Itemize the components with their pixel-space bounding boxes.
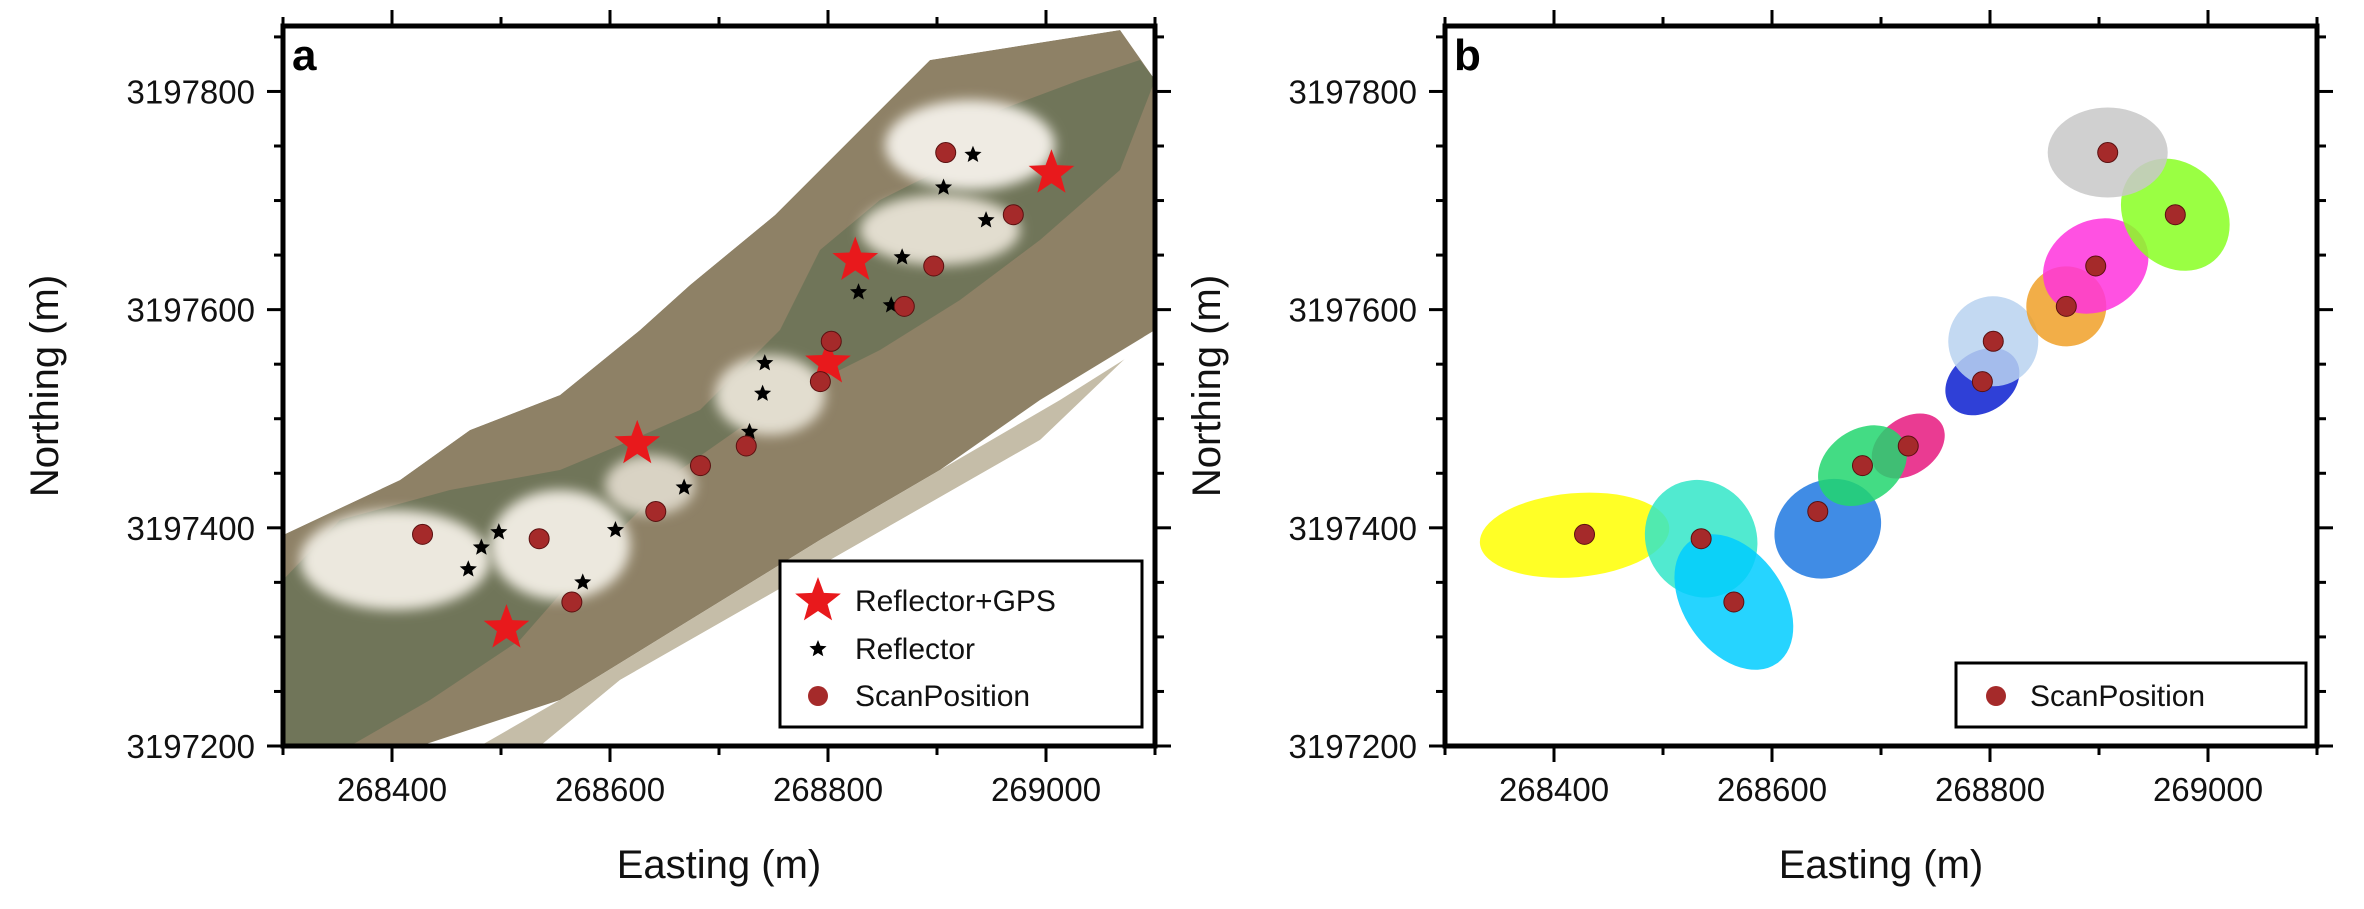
- panel-b-ticks: 268400 268600 268800 269000 3197200 3197400 31…: [1289, 10, 2333, 808]
- scanposition-marker: [561, 591, 583, 613]
- x-tick-label: 268800: [773, 771, 883, 808]
- panel-a-y-axis-title: Northing (m): [23, 275, 67, 497]
- legend-reflector-star: [809, 640, 827, 657]
- legend-box: [778, 559, 1144, 729]
- sand-patch: [885, 100, 1055, 190]
- legend-symbols: [1986, 686, 2006, 706]
- reflector-gps-star: [483, 604, 530, 648]
- reflector-star: [934, 178, 953, 195]
- legend-label-scanposition: ScanPosition: [2030, 680, 2205, 713]
- y-tick-label: 3197200: [127, 728, 255, 765]
- x-tick-label: 268400: [337, 771, 447, 808]
- scanposition-marker: [809, 371, 831, 393]
- sand-patch: [490, 490, 630, 600]
- legend-scanposition-marker: [1986, 686, 2006, 706]
- reflector-star: [675, 478, 693, 495]
- scanposition-marker: [1851, 455, 1873, 477]
- legend-label-reflector-gps: Reflector+GPS: [855, 585, 1056, 618]
- panel-a: 268400 268600 268800 269000 3197200 3197400 31…: [23, 10, 1171, 887]
- panel-a-x-axis-title: Easting (m): [617, 843, 822, 887]
- scanposition-marker: [1807, 500, 1829, 522]
- beach-area: [480, 340, 1155, 746]
- scanposition-marker: [689, 455, 711, 477]
- panel-b-y-axis-title: Northing (m): [1185, 275, 1229, 497]
- scanposition-marker: [1690, 528, 1712, 550]
- panel-b-label: b: [1454, 31, 1481, 80]
- scanposition-marker: [1574, 523, 1596, 545]
- scanposition-marker: [1723, 591, 1745, 613]
- panel-a-marks: [412, 142, 1075, 648]
- reflector-star: [977, 211, 995, 228]
- x-tick-label: 268600: [1717, 771, 1827, 808]
- reflector-star: [606, 521, 625, 538]
- scanposition-marker: [1002, 204, 1024, 226]
- reflector-gps-star: [1028, 149, 1075, 193]
- reflector-star: [740, 422, 759, 440]
- reflector-star: [472, 538, 490, 555]
- legend-scanposition-marker: [808, 686, 828, 706]
- legend-label-reflector: Reflector: [855, 633, 975, 666]
- legend-box: [1954, 661, 2308, 729]
- scanposition-marker: [528, 528, 550, 550]
- scanposition-marker: [645, 500, 667, 522]
- x-tick-label: 269000: [2153, 771, 2263, 808]
- scanposition-marker: [2055, 295, 2077, 317]
- y-tick-label: 3197800: [127, 73, 255, 110]
- reflector-star: [574, 573, 592, 590]
- y-tick-label: 3197600: [127, 292, 255, 329]
- panel-a-legend: Reflector+GPS Reflector ScanPosition: [778, 559, 1144, 729]
- y-tick-label: 3197800: [1289, 73, 1417, 110]
- y-tick-label: 3197400: [1289, 510, 1417, 547]
- y-tick-label: 3197400: [127, 510, 255, 547]
- reflector-star: [490, 523, 508, 540]
- reflector-gps-star: [614, 419, 661, 464]
- reflector-gps-star: [832, 236, 879, 280]
- sand-patch: [605, 455, 695, 515]
- reflector-star: [893, 248, 911, 265]
- reflector-star: [756, 354, 774, 371]
- panel-b: 268400 268600 268800 269000 3197200 3197400 31…: [1185, 10, 2333, 887]
- panel-b-legend: ScanPosition: [1954, 661, 2308, 729]
- scanposition-marker: [1897, 435, 1919, 457]
- legend-reflector-gps-star: [795, 577, 841, 621]
- x-tick-label: 268800: [1935, 771, 2045, 808]
- panel-b-x-axis-title: Easting (m): [1779, 843, 1984, 887]
- legend-symbols: [795, 577, 841, 706]
- reflector-star: [964, 145, 982, 163]
- x-tick-label: 268400: [1499, 771, 1609, 808]
- scanposition-marker: [2085, 255, 2107, 277]
- y-tick-label: 3197200: [1289, 728, 1417, 765]
- no-data-area: [283, 26, 1155, 535]
- scanposition-marker: [412, 523, 434, 545]
- reflector-gps-star: [805, 339, 851, 383]
- scanposition-marker: [820, 330, 842, 352]
- reflector-star: [754, 384, 772, 401]
- legend-label-scanposition: ScanPosition: [855, 680, 1030, 713]
- panel-b-plot-area: [1445, 26, 2317, 746]
- panel-a-ticks: 268400 268600 268800 269000 3197200 3197400 31…: [127, 10, 1171, 808]
- y-tick-label: 3197600: [1289, 292, 1417, 329]
- panel-b-marks: [1574, 142, 2186, 613]
- reflector-star: [849, 283, 868, 300]
- scanposition-marker: [2164, 204, 2186, 226]
- reflector-star: [459, 560, 477, 577]
- scanposition-marker: [923, 255, 945, 277]
- sand-patch: [300, 510, 490, 610]
- scanposition-marker: [935, 142, 957, 164]
- scanposition-marker: [1971, 371, 1993, 393]
- x-tick-label: 268600: [555, 771, 665, 808]
- sand-patch: [715, 355, 825, 435]
- scanposition-marker: [1982, 330, 2004, 352]
- scanposition-marker: [893, 295, 915, 317]
- scanposition-marker: [2097, 142, 2119, 164]
- sand-patch: [860, 195, 1020, 265]
- x-tick-label: 269000: [991, 771, 1101, 808]
- panel-a-label: a: [292, 31, 317, 80]
- scanposition-marker: [735, 435, 757, 457]
